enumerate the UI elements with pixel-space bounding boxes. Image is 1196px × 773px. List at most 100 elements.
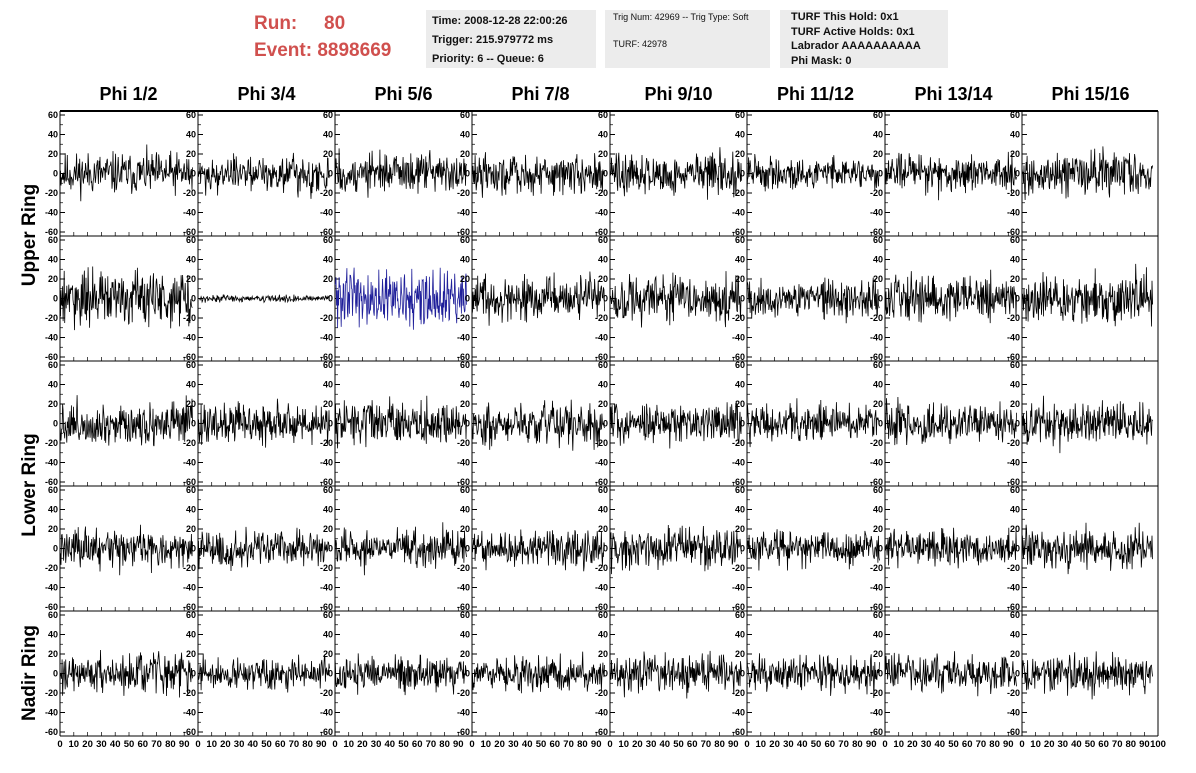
x-tick-label: 60 xyxy=(412,739,423,750)
y-tick-label: 20 xyxy=(323,274,333,284)
y-tick-label: -40 xyxy=(870,708,883,718)
x-tick-label: 0 xyxy=(1019,739,1024,750)
x-tick-label: 10 xyxy=(343,739,354,750)
y-tick-label: 0 xyxy=(191,544,196,554)
x-tick-label: 70 xyxy=(701,739,712,750)
waveform-trace xyxy=(746,277,880,324)
y-tick-label: -40 xyxy=(457,458,470,468)
y-tick-label: -20 xyxy=(1007,313,1020,323)
event-label: Event: xyxy=(254,40,313,61)
y-tick-label: -40 xyxy=(870,208,883,218)
y-tick-label: 40 xyxy=(460,505,470,515)
column-header-phi-5-6: Phi 5/6 xyxy=(374,84,433,104)
y-tick-label: 40 xyxy=(48,630,58,640)
x-tick-label: 70 xyxy=(426,739,437,750)
y-tick-label: -40 xyxy=(595,458,608,468)
x-tick-label: 30 xyxy=(921,739,932,750)
x-tick-label: 80 xyxy=(1126,739,1137,750)
y-tick-label: 0 xyxy=(53,419,58,429)
y-tick-label: 60 xyxy=(460,360,470,370)
y-tick-label: 60 xyxy=(735,235,745,245)
y-tick-label: -20 xyxy=(45,688,58,698)
waveform-trace xyxy=(197,398,330,449)
y-tick-label: -60 xyxy=(183,602,196,612)
y-tick-label: -60 xyxy=(183,352,196,362)
y-tick-label: -40 xyxy=(870,333,883,343)
y-tick-label: 40 xyxy=(48,380,58,390)
y-tick-label: 60 xyxy=(873,235,883,245)
x-tick-label: 90 xyxy=(1003,739,1014,750)
y-tick-label: -40 xyxy=(1007,458,1020,468)
y-tick-label: -20 xyxy=(732,563,745,573)
panel-r1-c6: 60 40 20 0 -20 -40 -60 xyxy=(870,235,1023,362)
y-tick-label: 40 xyxy=(460,130,470,140)
x-tick-label: 30 xyxy=(1058,739,1069,750)
turf-active-holds-text: TURF Active Holds: 0x1 xyxy=(791,25,915,38)
y-tick-label: 40 xyxy=(873,130,883,140)
y-tick-label: 0 xyxy=(328,669,333,679)
y-tick-label: -20 xyxy=(1007,438,1020,448)
x-tick-label: 90 xyxy=(1139,739,1150,750)
y-tick-label: 40 xyxy=(186,130,196,140)
panel-r2-c7: 60 40 20 0 -20 -40 -60 xyxy=(1007,360,1159,487)
y-tick-label: 60 xyxy=(735,360,745,370)
y-tick-label: -20 xyxy=(45,563,58,573)
y-tick-label: -20 xyxy=(183,688,196,698)
y-tick-label: -60 xyxy=(457,352,470,362)
y-tick-label: 60 xyxy=(1010,235,1020,245)
y-tick-label: 60 xyxy=(873,360,883,370)
y-tick-label: 0 xyxy=(191,419,196,429)
y-tick-label: 0 xyxy=(53,169,58,179)
time-info-box: Time: 2008-12-28 22:00:26 Trigger: 215.9… xyxy=(426,10,596,68)
y-tick-label: 40 xyxy=(460,630,470,640)
panel-r3-c2: 60 40 20 0 -20 -40 -60 xyxy=(320,485,473,612)
y-tick-label: 60 xyxy=(323,235,333,245)
y-tick-label: -60 xyxy=(457,477,470,487)
y-tick-label: 20 xyxy=(873,399,883,409)
y-tick-label: 0 xyxy=(191,169,196,179)
waveform-trace xyxy=(1021,146,1153,201)
x-tick-label: 10 xyxy=(618,739,629,750)
y-tick-label: 40 xyxy=(1010,380,1020,390)
y-tick-label: 20 xyxy=(323,524,333,534)
y-tick-label: 40 xyxy=(598,630,608,640)
x-tick-label: 70 xyxy=(838,739,849,750)
y-tick-label: 0 xyxy=(328,544,333,554)
y-tick-label: -20 xyxy=(595,438,608,448)
y-tick-label: -60 xyxy=(45,727,58,737)
y-tick-label: 60 xyxy=(323,110,333,120)
y-tick-label: -20 xyxy=(595,313,608,323)
y-tick-label: 40 xyxy=(48,130,58,140)
y-tick-label: -40 xyxy=(183,333,196,343)
waveform-trace xyxy=(746,653,880,699)
waveform-trace xyxy=(1021,395,1153,454)
y-tick-label: 60 xyxy=(598,110,608,120)
y-tick-label: -60 xyxy=(732,477,745,487)
column-header-phi-7-8: Phi 7/8 xyxy=(511,84,570,104)
y-tick-label: 0 xyxy=(1015,419,1020,429)
panel-r4-c1: 60 40 20 0 -20 -40 -60 xyxy=(183,610,336,737)
y-tick-label: 40 xyxy=(460,255,470,265)
y-tick-label: 60 xyxy=(460,610,470,620)
y-tick-label: 0 xyxy=(603,669,608,679)
x-tick-label: 60 xyxy=(138,739,149,750)
y-tick-label: 20 xyxy=(735,149,745,159)
y-tick-label: 60 xyxy=(1010,485,1020,495)
x-tick-label: 70 xyxy=(563,739,574,750)
y-tick-label: 0 xyxy=(465,669,470,679)
y-tick-label: -60 xyxy=(320,477,333,487)
y-tick-label: 20 xyxy=(598,524,608,534)
x-tick-label: 10 xyxy=(756,739,767,750)
waveform-trace xyxy=(59,524,193,576)
y-tick-label: 20 xyxy=(735,649,745,659)
x-tick-label: 70 xyxy=(976,739,987,750)
y-tick-label: -40 xyxy=(183,708,196,718)
waveform-trace xyxy=(884,651,1017,697)
y-tick-label: 60 xyxy=(873,485,883,495)
y-tick-label: -40 xyxy=(457,208,470,218)
y-tick-label: 0 xyxy=(1015,544,1020,554)
x-tick-label: 90 xyxy=(453,739,464,750)
x-tick-label: 0 xyxy=(882,739,887,750)
trigger-text: Trigger: 215.979772 ms xyxy=(432,34,554,46)
y-tick-label: -60 xyxy=(320,227,333,237)
